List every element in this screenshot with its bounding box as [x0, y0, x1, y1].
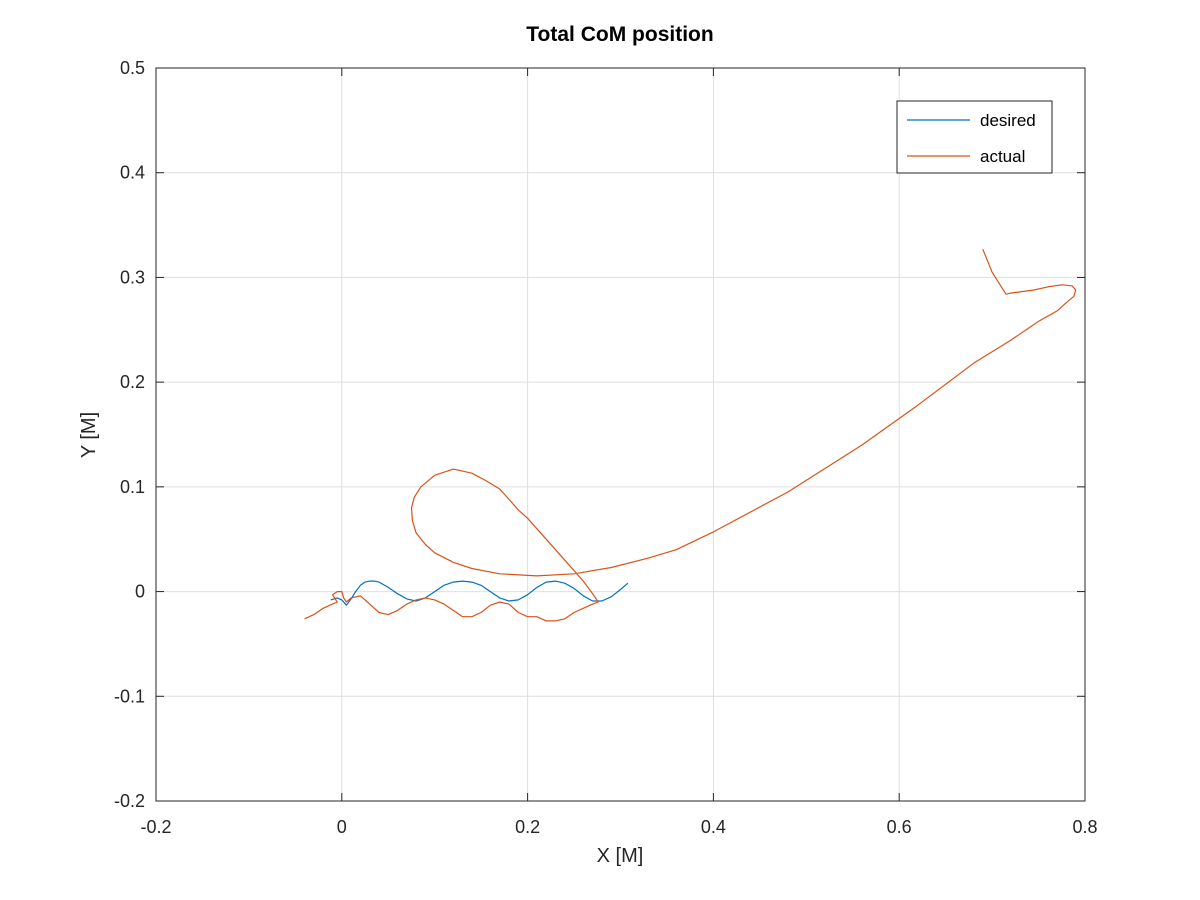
x-tick-label: 0: [337, 817, 347, 837]
y-tick-label: -0.2: [114, 791, 145, 811]
legend: desired actual: [896, 100, 1053, 174]
y-axis-label: Y [M]: [78, 412, 100, 458]
series-line-desired: [330, 580, 629, 606]
legend-label-actual: actual: [980, 147, 1025, 166]
x-tick-label: 0.2: [515, 817, 540, 837]
x-tick-label: 0.4: [701, 817, 726, 837]
grid-lines: [155, 67, 1086, 802]
x-tick-label: -0.2: [140, 817, 171, 837]
legend-label-desired: desired: [980, 111, 1036, 130]
y-tick-label: 0.3: [120, 267, 145, 287]
y-tick-label: 0.4: [120, 163, 145, 183]
y-tick-label: -0.1: [114, 686, 145, 706]
y-tick-label: 0.1: [120, 477, 145, 497]
y-tick-label: 0.5: [120, 58, 145, 78]
y-tick-label: 0.2: [120, 372, 145, 392]
x-tick-label: 0.8: [1072, 817, 1097, 837]
x-axis-label: X [M]: [597, 845, 644, 867]
axis-ticks: -0.2 0 0.2 0.4 0.6 0.8 -0.2 -0.1 0 0.1 0.2 0.3 0.4 0.…: [114, 58, 1098, 837]
chart-title: Total CoM position: [526, 23, 713, 46]
plot-series: [304, 248, 1077, 622]
y-tick-label: 0: [135, 582, 145, 602]
plot-frame: [155, 67, 1086, 802]
x-tick-label: 0.6: [887, 817, 912, 837]
legend-box: [896, 100, 1053, 174]
series-line-actual: [304, 248, 1077, 622]
